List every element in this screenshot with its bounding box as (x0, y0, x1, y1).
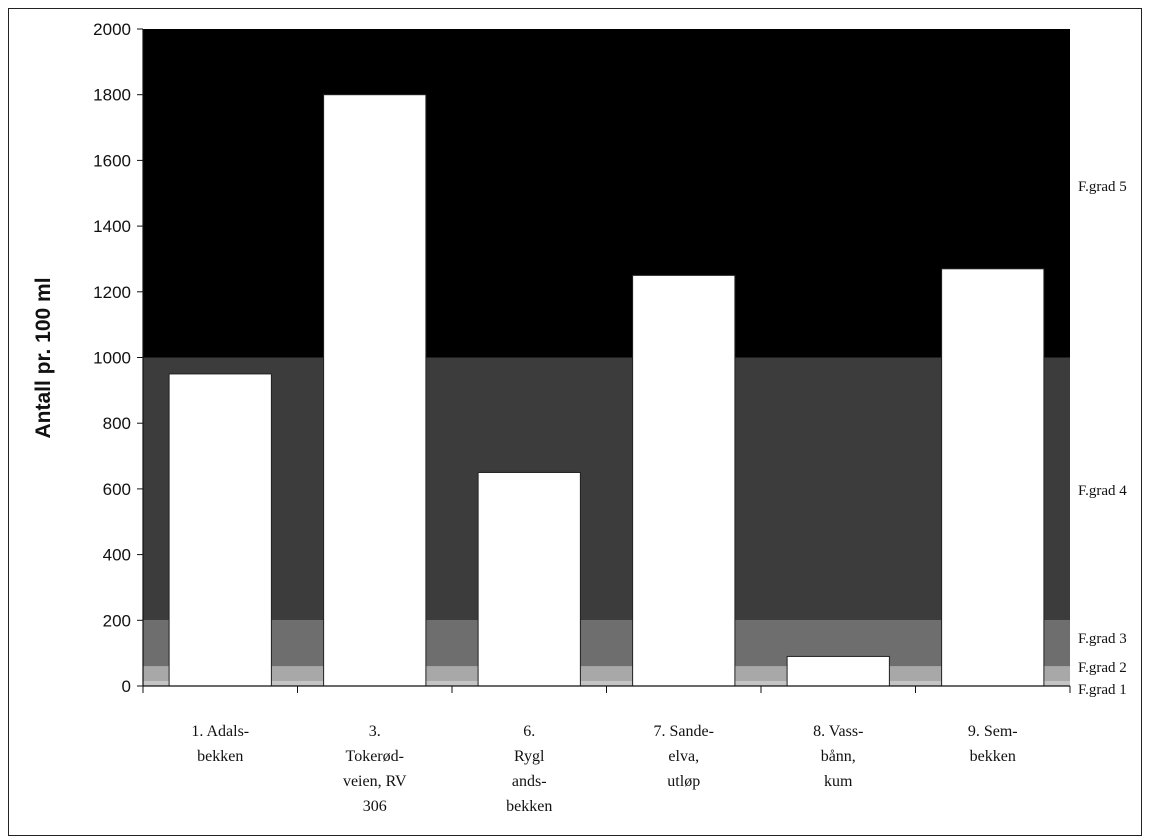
category-label-line: Tokerød- (346, 748, 404, 765)
category-label-line: 9. Sem- (968, 723, 1018, 740)
category-label-line: ands- (512, 773, 547, 790)
category-label-line: utløp (667, 773, 700, 790)
grade-label-4: F.grad 4 (1078, 483, 1127, 499)
band-grade-5 (143, 29, 1070, 358)
y-axis-label: Antall pr. 100 ml (32, 277, 55, 438)
grade-labels: F.grad 1 F.grad 2 F.grad 3 F.grad 4 F.grad 5 (1078, 179, 1127, 698)
category-label-1: 1. Adals-bekken (191, 723, 249, 765)
category-label-line: bekken (197, 748, 243, 765)
grade-label-3: F.grad 3 (1078, 631, 1127, 647)
bar-6 (941, 268, 1045, 687)
category-label-line: 6. (523, 723, 535, 740)
chart-frame (8, 8, 1142, 836)
y-tick-label: 1400 (93, 217, 131, 236)
category-label-line: 1. Adals- (191, 723, 249, 740)
y-tick-label: 200 (103, 611, 131, 630)
category-label-4: 7. Sande-elva, utløp (654, 723, 714, 790)
y-tick-label: 1000 (93, 349, 131, 368)
band-grade-4 (143, 357, 1070, 621)
category-label-line: veien, RV (343, 773, 407, 790)
x-category-labels: 1. Adals-bekken 3. Tokerød-veien, RV 306 6. R… (191, 723, 1017, 815)
y-tick-label: 800 (103, 414, 131, 433)
y-tick-label: 0 (122, 677, 131, 696)
y-tick-label: 400 (103, 546, 131, 565)
category-label-line: Rygl (514, 748, 545, 765)
band-grade-1 (143, 681, 1070, 686)
bar-3 (477, 471, 581, 687)
y-tick-label: 600 (103, 480, 131, 499)
grade-label-2: F.grad 2 (1078, 660, 1127, 676)
axes (137, 28, 1071, 693)
category-label-line: 8. Vass- (813, 723, 863, 740)
bar-5 (786, 655, 890, 687)
category-label-6: 9. Sem-bekken (968, 723, 1018, 765)
category-label-line: 306 (363, 798, 387, 815)
category-label-3: 6. Rygl ands-bekken (506, 723, 552, 815)
grade-label-5: F.grad 5 (1078, 179, 1127, 195)
category-label-5: 8. Vass-bånn, kum (813, 723, 863, 790)
y-tick-label: 1800 (93, 86, 131, 105)
y-tick-label: 2000 (93, 20, 131, 39)
bar-1 (168, 373, 272, 687)
category-label-line: kum (824, 773, 853, 790)
y-tick-label: 1600 (93, 151, 131, 170)
band-grade-2 (143, 666, 1070, 682)
pollution-grade-bands (143, 29, 1070, 686)
bars (168, 94, 1045, 687)
category-label-line: bekken (970, 748, 1016, 765)
grade-label-1: F.grad 1 (1078, 682, 1127, 698)
category-label-line: elva, (668, 748, 699, 765)
category-label-line: 3. (369, 723, 381, 740)
category-label-2: 3. Tokerød-veien, RV 306 (343, 723, 407, 815)
y-tick-labels: 0 200 400 600 800 1000 1200 1400 1600 1800 2000 (93, 20, 131, 696)
band-grade-3 (143, 620, 1070, 667)
bar-4 (632, 274, 736, 687)
y-tick-label: 1200 (93, 283, 131, 302)
bar-2 (323, 94, 427, 687)
category-label-line: bånn, (821, 748, 856, 765)
category-label-line: bekken (506, 798, 552, 815)
category-label-line: 7. Sande- (654, 723, 714, 740)
